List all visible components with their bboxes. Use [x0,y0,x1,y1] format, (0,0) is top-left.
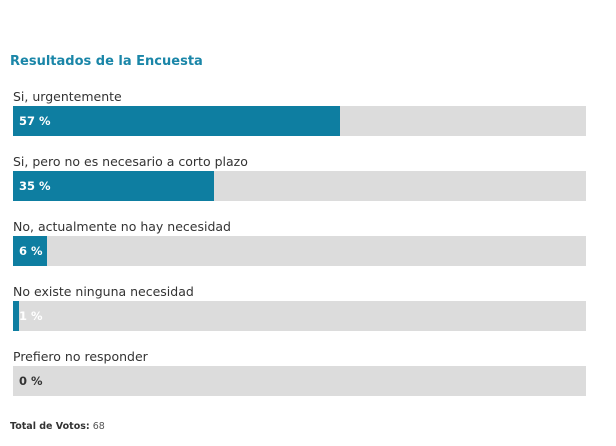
poll-option-label: Si, pero no es necesario a corto plazo [13,154,248,169]
poll-bar-percent: 1 % [19,309,43,323]
poll-bar-percent: 6 % [19,244,43,258]
total-votes: Total de Votos: 68 [10,421,105,432]
poll-option: Prefiero no responder 0 % [13,349,586,414]
poll-option: Si, pero no es necesario a corto plazo 3… [13,154,586,219]
poll-bar-track: 57 % [13,106,586,136]
poll-title: Resultados de la Encuesta [10,54,203,69]
poll-bar-track: 35 % [13,171,586,201]
total-votes-value: 68 [92,421,105,432]
poll-bar-percent: 57 % [19,114,51,128]
poll-bar-percent: 0 % [19,374,43,388]
poll-bar-fill [13,301,19,331]
poll-bar-fill [13,171,214,201]
poll-option-label: No existe ninguna necesidad [13,284,194,299]
poll-option-label: Si, urgentemente [13,89,122,104]
poll-bar-track: 1 % [13,301,586,331]
poll-bar-percent: 35 % [19,179,51,193]
poll-option-label: Prefiero no responder [13,349,148,364]
poll-options: Si, urgentemente 57 % Si, pero no es nec… [13,89,586,414]
poll-bar-track: 6 % [13,236,586,266]
total-votes-label: Total de Votos: [10,421,90,432]
poll-option: No existe ninguna necesidad 1 % [13,284,586,349]
poll-bar-fill [13,106,340,136]
poll-option: No, actualmente no hay necesidad 6 % [13,219,586,284]
poll-bar-track: 0 % [13,366,586,396]
poll-bar-fill [13,236,48,266]
poll-option-label: No, actualmente no hay necesidad [13,219,231,234]
poll-option: Si, urgentemente 57 % [13,89,586,154]
